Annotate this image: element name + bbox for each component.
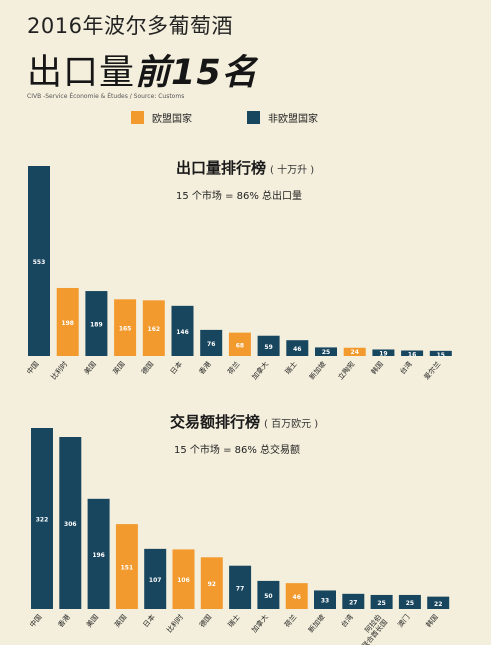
bar-value-14 xyxy=(427,596,450,609)
bar-volume-11 xyxy=(343,347,366,356)
category-label-value-11: 台湾 xyxy=(339,613,355,630)
value-label-volume-0: 553 xyxy=(33,259,46,266)
value-label-volume-8: 59 xyxy=(264,344,272,351)
bar-value-7 xyxy=(229,565,252,609)
value-label-value-11: 27 xyxy=(349,599,357,606)
value-label-volume-7: 68 xyxy=(236,342,244,349)
value-label-volume-11: 24 xyxy=(351,349,359,356)
value-label-value-6: 92 xyxy=(208,581,216,588)
value-label-volume-4: 162 xyxy=(148,326,161,333)
category-label-value-0: 中国 xyxy=(28,613,44,630)
category-label-value-5: 比利时 xyxy=(165,613,185,635)
category-label-value-9: 荷兰 xyxy=(282,613,298,630)
value-label-volume-13: 16 xyxy=(408,352,416,359)
bar-volume-13 xyxy=(401,350,424,356)
value-label-value-8: 50 xyxy=(264,593,272,600)
category-label-value-10: 新加坡 xyxy=(306,613,326,635)
value-label-volume-5: 146 xyxy=(176,329,189,336)
legend-non-eu-label: 非欧盟国家 xyxy=(268,113,318,125)
category-label-value-12: 阿拉伯联合酋长国 xyxy=(354,613,390,645)
legend-eu-label: 欧盟国家 xyxy=(152,113,192,125)
value-label-value-4: 107 xyxy=(149,577,162,584)
legend-eu-swatch xyxy=(131,110,144,124)
title-line2-regular: 出口量 xyxy=(27,53,136,93)
value-label-value-9: 46 xyxy=(293,594,301,601)
bar-volume-5 xyxy=(171,305,194,356)
category-label-value-4: 日本 xyxy=(141,613,157,630)
bar-value-8 xyxy=(257,580,280,609)
bar-value-6 xyxy=(200,557,223,609)
bar-value-1 xyxy=(59,436,82,609)
bar-value-4 xyxy=(144,548,167,609)
legend-eu: 欧盟国家 xyxy=(131,110,192,125)
value-label-volume-9: 46 xyxy=(293,346,301,353)
value-label-volume-6: 76 xyxy=(207,341,215,348)
value-label-volume-14: 15 xyxy=(437,352,445,359)
category-label-value-14: 韩国 xyxy=(424,613,440,630)
bar-value-9 xyxy=(285,583,308,609)
value-label-value-2: 196 xyxy=(92,552,105,559)
bar-value-12 xyxy=(370,594,393,609)
value-unit: ( 百万欧元 ) xyxy=(264,419,319,430)
category-label-value-13: 澳门 xyxy=(396,613,412,630)
value-label-value-10: 33 xyxy=(321,598,329,605)
category-label-value-1: 香港 xyxy=(56,613,72,630)
bar-value-11 xyxy=(342,593,365,609)
bar-volume-8 xyxy=(257,335,280,356)
bar-volume-0 xyxy=(28,166,50,356)
title-line1: 2016年波尔多葡萄酒 xyxy=(27,14,233,38)
value-label-volume-1: 198 xyxy=(61,320,74,327)
bar-value-2 xyxy=(87,498,110,609)
value-label-value-5: 106 xyxy=(177,577,190,584)
bar-value-3 xyxy=(115,524,138,609)
legend-non-eu: 非欧盟国家 xyxy=(247,110,318,125)
value-label-value-0: 322 xyxy=(36,517,49,524)
value-subtitle: 15 个市场 = 86% 总交易额 xyxy=(174,445,301,456)
value-label-value-3: 151 xyxy=(121,565,134,572)
value-label-value-1: 306 xyxy=(64,521,77,528)
value-label-volume-12: 19 xyxy=(379,350,387,357)
value-label-value-12: 25 xyxy=(377,600,385,607)
bar-value-13 xyxy=(398,594,421,609)
category-label-value-2: 美国 xyxy=(84,613,100,630)
volume-unit: ( 十万升 ) xyxy=(270,165,315,176)
legend-non-eu-swatch xyxy=(247,110,260,124)
bar-value-10 xyxy=(314,590,336,609)
value-label-value-13: 25 xyxy=(406,600,414,607)
value-label-volume-10: 25 xyxy=(322,349,330,356)
value-label-value-14: 22 xyxy=(434,601,442,608)
bar-volume-10 xyxy=(315,347,337,356)
bar-value-5 xyxy=(172,549,195,609)
category-label-value-8: 加拿大 xyxy=(250,613,270,635)
bar-value-0 xyxy=(31,428,53,609)
bar-volume-14 xyxy=(429,350,452,356)
value-label-volume-3: 165 xyxy=(119,326,132,333)
value-label-volume-2: 189 xyxy=(90,322,103,329)
title-line2-bold: 前15名 xyxy=(135,53,258,93)
bar-volume-6 xyxy=(200,329,223,356)
volume-chart-title: 出口量排行榜( 十万升 ) xyxy=(176,157,314,178)
bar-volume-4 xyxy=(142,300,165,356)
value-title-text: 交易额排行榜 xyxy=(170,413,261,431)
category-label-value-3: 英国 xyxy=(113,613,129,630)
volume-title-text: 出口量排行榜 xyxy=(176,159,267,177)
bar-volume-2 xyxy=(85,291,108,356)
value-chart-title: 交易额排行榜( 百万欧元 ) xyxy=(170,411,318,432)
bar-volume-3 xyxy=(114,299,137,356)
volume-subtitle: 15 个市场 = 86% 总出口量 xyxy=(176,191,303,202)
bar-volume-9 xyxy=(286,340,309,356)
value-label-value-7: 77 xyxy=(236,585,244,592)
bar-volume-7 xyxy=(228,332,251,356)
bar-volume-1 xyxy=(56,287,79,356)
title-line2: 出口量前15名 xyxy=(27,44,258,95)
category-label-value-7: 瑞士 xyxy=(226,613,242,630)
source-note: CIVB -Service Économie & Études / Source… xyxy=(27,93,185,100)
category-label-value-6: 德国 xyxy=(197,613,213,630)
bar-volume-12 xyxy=(372,349,395,356)
